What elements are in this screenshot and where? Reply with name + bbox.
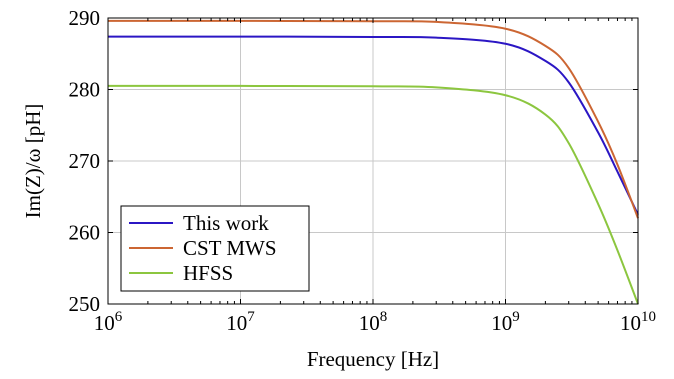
y-tick-label: 270 xyxy=(69,149,101,173)
y-tick-label: 260 xyxy=(69,221,101,245)
x-tick-label: 1010 xyxy=(620,309,656,335)
x-axis-title: Frequency [Hz] xyxy=(307,347,439,371)
ticks xyxy=(107,17,639,305)
series-layer xyxy=(107,19,639,305)
y-tick-label: 250 xyxy=(69,292,101,316)
series-line-this-work xyxy=(107,35,639,216)
y-axis-title: Im(Z)/ω [pH] xyxy=(21,104,45,219)
legend-item: CST MWS xyxy=(129,236,277,260)
y-tick-label: 280 xyxy=(69,78,101,102)
legend-label: HFSS xyxy=(183,261,233,285)
x-tick-label: 108 xyxy=(359,309,388,335)
y-tick-label: 290 xyxy=(69,6,101,30)
x-tick-label: 107 xyxy=(226,309,255,335)
x-tick-label: 106 xyxy=(94,309,123,335)
legend-label: CST MWS xyxy=(183,236,277,260)
series-line-hfss xyxy=(107,84,639,305)
x-tick-label: 109 xyxy=(491,309,520,335)
legend-label: This work xyxy=(183,211,269,235)
legend-item: This work xyxy=(129,211,269,235)
series-line-cst-mws xyxy=(107,19,639,219)
tick-labels: 106 107 108 109 1010 250 260 270 280 290 xyxy=(69,6,657,335)
legend-item: HFSS xyxy=(129,261,233,285)
